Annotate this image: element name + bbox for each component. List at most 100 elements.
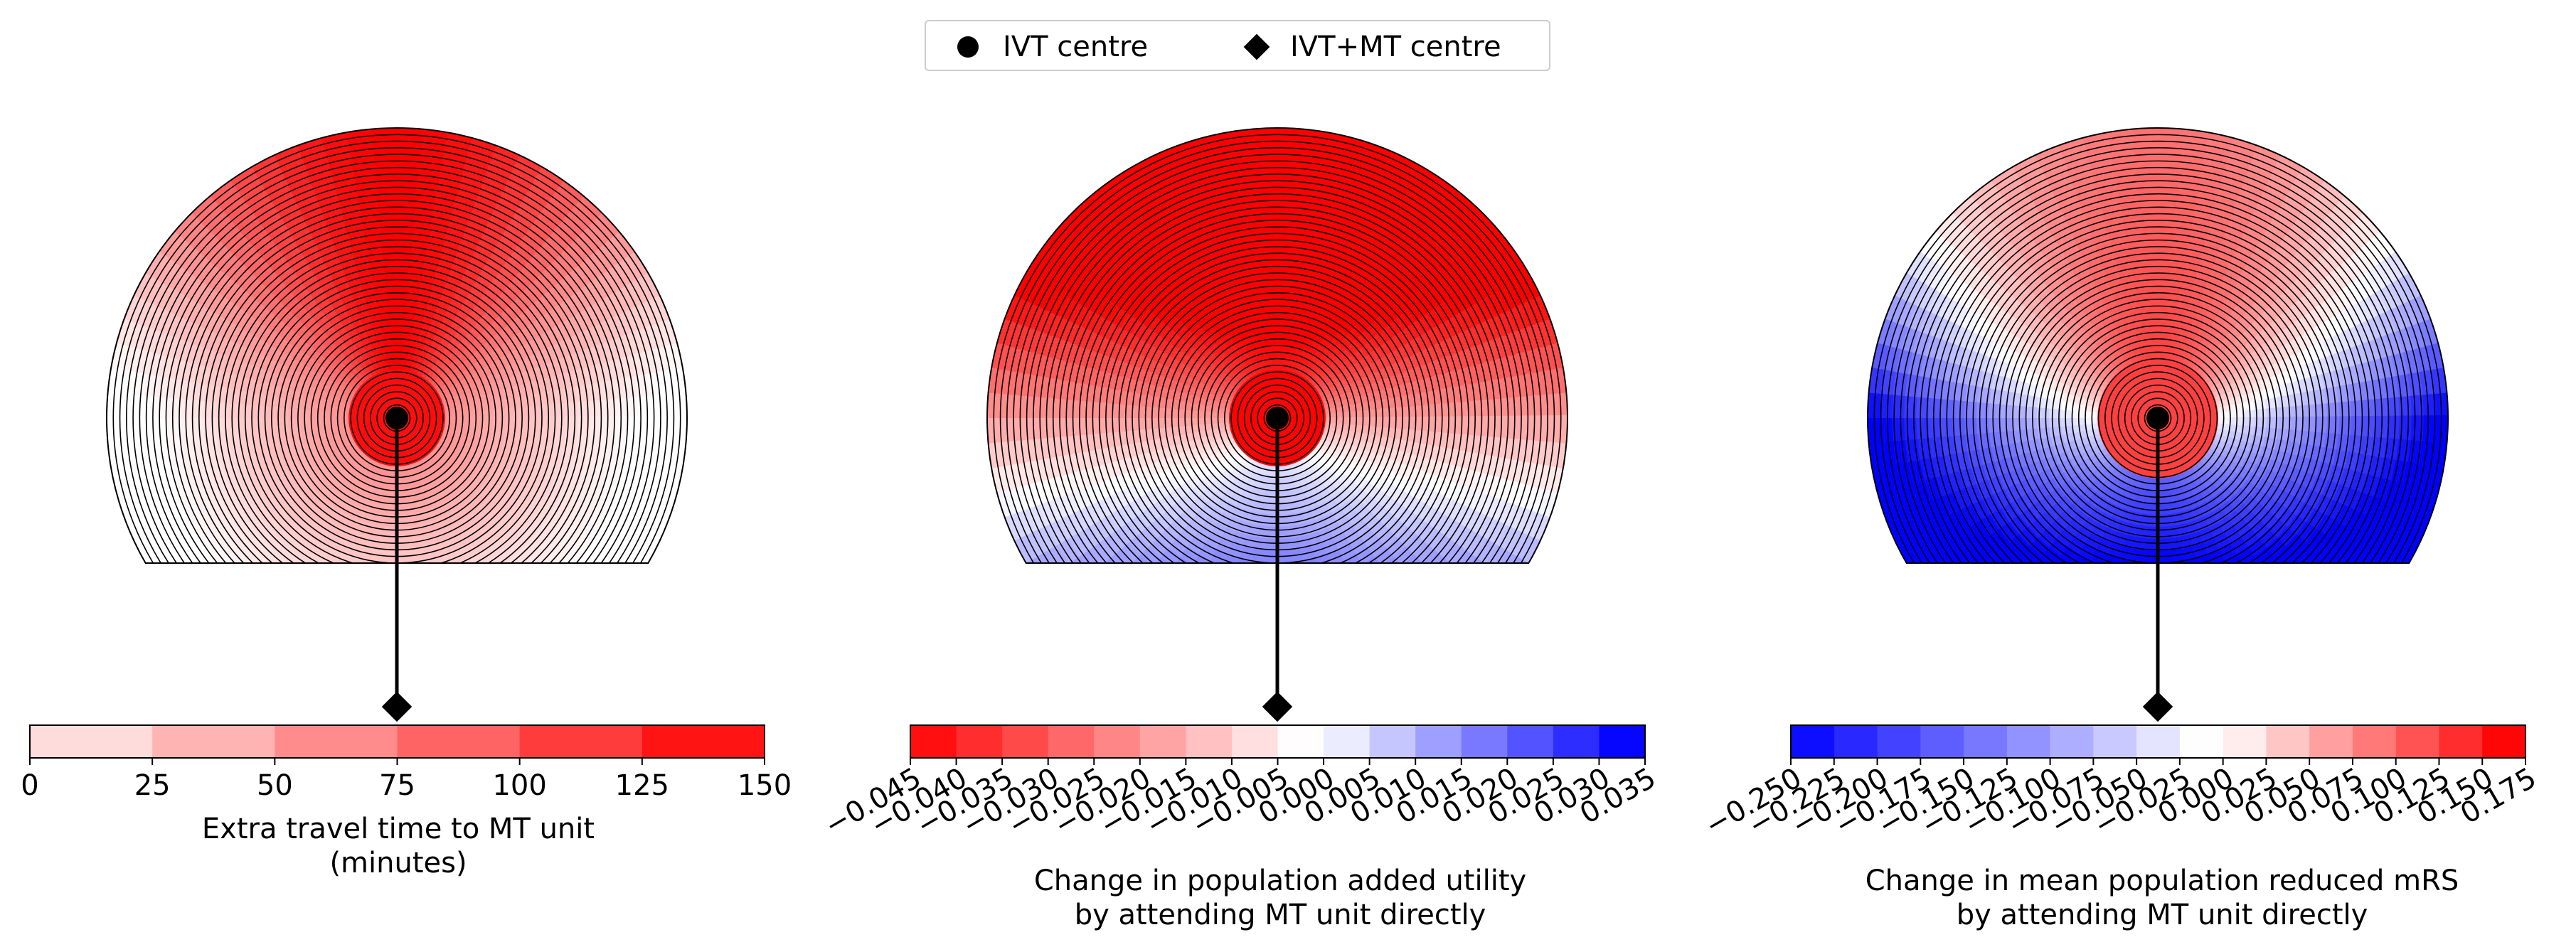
- heatmap-cell: [1011, 418, 1025, 444]
- heatmap-cell: [191, 418, 205, 439]
- heatmap-cell: [2131, 347, 2142, 362]
- heatmap-cell: [1287, 424, 1299, 432]
- heatmap-cell: [445, 496, 461, 513]
- heatmap-cell: [465, 212, 489, 232]
- heatmap-cell: [2135, 405, 2148, 413]
- heatmap-cell: [1456, 613, 1484, 641]
- heatmap-cell: [2062, 392, 2077, 405]
- heatmap-cell: [368, 375, 379, 389]
- heatmap-cell: [1281, 395, 1288, 407]
- heatmap-cell: [1270, 393, 1276, 407]
- heatmap-cell: [356, 386, 369, 398]
- heatmap-cell: [1277, 538, 1291, 552]
- heatmap-cell: [267, 187, 295, 210]
- heatmap-cell: [1494, 415, 1508, 439]
- heatmap-cell: [1382, 175, 1411, 198]
- heatmap-cell: [2145, 395, 2153, 408]
- heatmap-cell: [467, 604, 491, 623]
- heatmap-cell: [1441, 334, 1460, 356]
- heatmap-cell: [263, 395, 278, 409]
- heatmap-cell: [426, 436, 440, 446]
- heatmap-cell: [299, 418, 313, 428]
- heatmap-cell: [2205, 588, 2226, 606]
- heatmap-cell: [1377, 186, 1405, 209]
- heatmap-cell: [1528, 292, 1550, 323]
- heatmap-cell: [1242, 444, 1255, 456]
- ivt-centre-marker-2: [1266, 407, 1289, 429]
- contour-ring: [1105, 246, 1449, 564]
- heatmap-cell: [2129, 375, 2140, 389]
- heatmap-cell: [1398, 615, 1425, 638]
- heatmap-cell: [1216, 412, 1230, 419]
- heatmap-cell: [1311, 203, 1334, 220]
- heatmap-cell: [2089, 439, 2104, 450]
- heatmap-cell: [294, 496, 312, 513]
- heatmap-cell: [2033, 557, 2055, 563]
- heatmap-cell: [365, 349, 376, 364]
- heatmap-cell: [1289, 417, 1302, 421]
- heatmap-cell: [1277, 611, 1297, 624]
- heatmap-cell: [1356, 465, 1373, 481]
- heatmap-cell: [2063, 355, 2079, 371]
- heatmap-cell: [1260, 399, 1270, 410]
- heatmap-cell: [2169, 548, 2185, 563]
- heatmap-cell: [242, 187, 270, 212]
- heatmap-cell: [395, 321, 405, 334]
- heatmap-cell: [200, 606, 228, 633]
- heatmap-cell: [408, 413, 422, 417]
- heatmap-cell: [2168, 422, 2181, 429]
- heatmap-cell: [1260, 501, 1271, 515]
- heatmap-cell: [1258, 476, 1268, 491]
- heatmap-cell: [1230, 464, 1243, 478]
- heatmap-cell: [2163, 427, 2173, 439]
- contour-ring: [1026, 166, 1529, 564]
- heatmap-cell: [366, 473, 377, 487]
- heatmap-cell: [481, 219, 506, 240]
- heatmap-cell: [2205, 323, 2221, 339]
- heatmap-cell: [2014, 441, 2030, 457]
- heatmap-cell: [2063, 466, 2080, 482]
- heatmap-cell: [2012, 405, 2026, 420]
- heatmap-cell: [1277, 646, 1301, 660]
- heatmap-cell: [2127, 249, 2144, 264]
- heatmap-cell: [1132, 405, 1145, 420]
- heatmap-cell: [2147, 395, 2154, 407]
- heatmap-cell: [272, 557, 294, 564]
- heatmap-cell: [387, 441, 393, 454]
- heatmap-cell: [2267, 595, 2292, 617]
- heatmap-cell: [1291, 322, 1303, 337]
- heatmap-cell: [1299, 668, 1326, 683]
- heatmap-cell: [2235, 574, 2257, 594]
- heatmap-cell: [1316, 460, 1330, 474]
- heatmap-cell: [1398, 405, 1411, 418]
- heatmap-cell: [1181, 392, 1196, 405]
- heatmap-cell: [996, 319, 1016, 349]
- heatmap-cell: [124, 513, 147, 544]
- heatmap-cell: [280, 659, 309, 680]
- heatmap-cell: [2321, 334, 2341, 356]
- heatmap-cell: [426, 390, 440, 400]
- heatmap-cell: [2132, 549, 2148, 563]
- heatmap-cell: [618, 353, 636, 378]
- heatmap-cell: [341, 456, 355, 471]
- heatmap-cell: [419, 668, 446, 683]
- heatmap-cell: [265, 596, 289, 619]
- heatmap-cell: [357, 632, 380, 647]
- heatmap-cell: [1410, 634, 1439, 659]
- heatmap-cell: [443, 452, 457, 465]
- heatmap-cell: [398, 393, 403, 407]
- heatmap-cell: [2159, 393, 2164, 407]
- heatmap-cell: [1240, 470, 1252, 485]
- heatmap-cell: [2192, 358, 2205, 372]
- heatmap-cell: [2232, 241, 2255, 262]
- heatmap-cell: [1038, 458, 1056, 483]
- heatmap-cell: [1285, 400, 1297, 411]
- heatmap-cell: [354, 355, 367, 369]
- heatmap-cell: [1346, 212, 1370, 232]
- heatmap-cell: [1479, 237, 1506, 266]
- heatmap-cell: [2183, 557, 2200, 563]
- heatmap-cell: [1174, 586, 1197, 606]
- heatmap-cell: [2224, 592, 2247, 611]
- heatmap-cell: [1324, 402, 1338, 410]
- heatmap-cell: [395, 345, 403, 358]
